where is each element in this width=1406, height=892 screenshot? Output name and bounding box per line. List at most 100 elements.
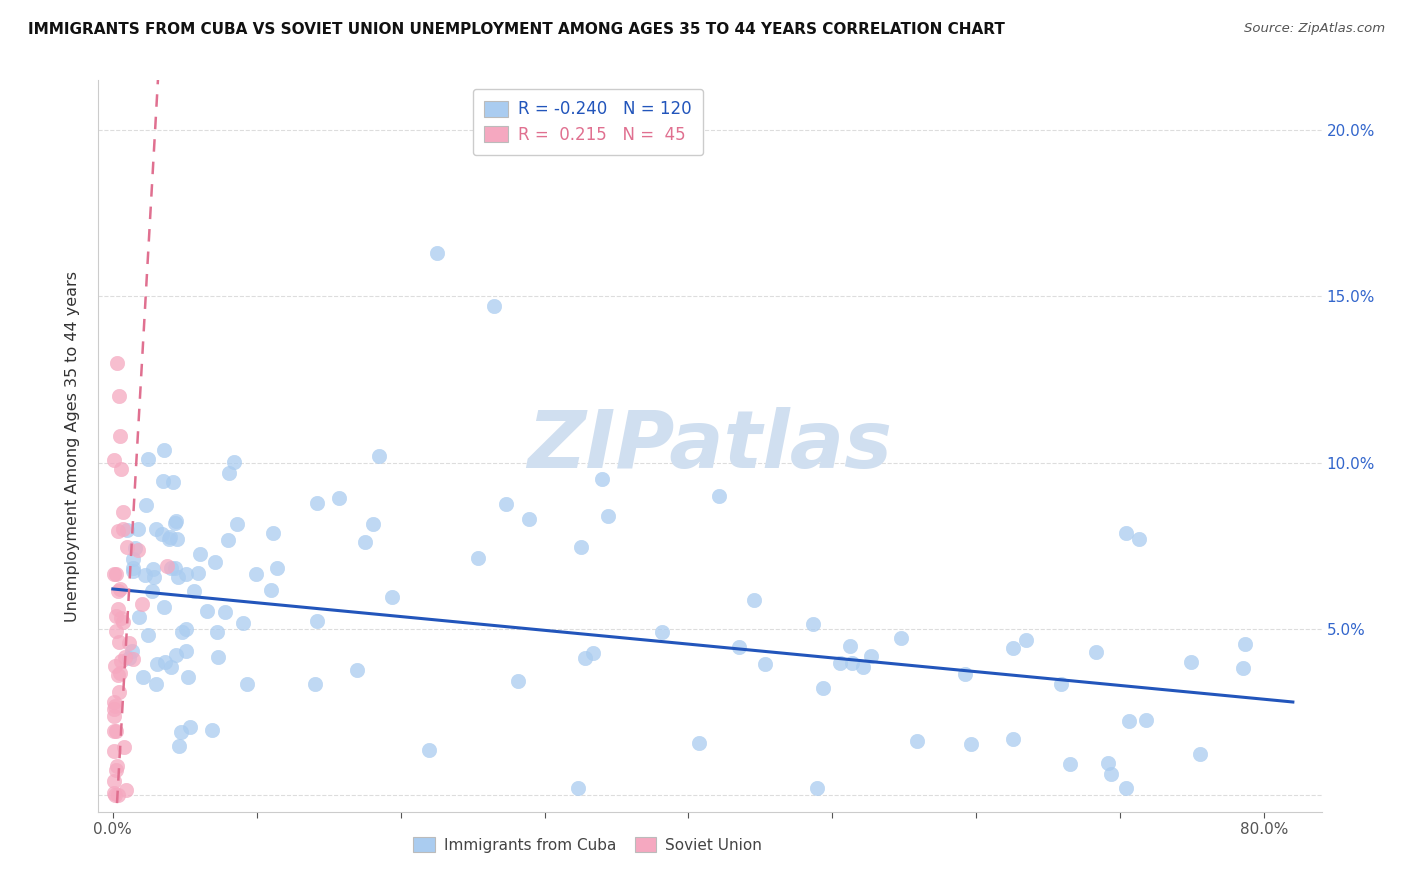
Y-axis label: Unemployment Among Ages 35 to 44 years: Unemployment Among Ages 35 to 44 years [65, 270, 80, 622]
Point [806, 781, 828, 796]
Point [118, 636, 141, 650]
Point [167, 739, 190, 753]
Point [179, 720, 201, 734]
Point [418, 742, 440, 756]
Point [105, 608, 128, 623]
Point [266, 561, 288, 575]
Point [1135, 713, 1157, 727]
Point [127, 543, 149, 558]
Point [122, 652, 145, 666]
Point [467, 550, 489, 565]
Point [138, 452, 160, 467]
Point [224, 455, 246, 469]
Point [127, 522, 149, 536]
Point [136, 628, 159, 642]
Point [105, 763, 128, 777]
Point [1189, 747, 1212, 762]
Point [108, 429, 131, 443]
Point [165, 648, 187, 662]
Point [1085, 645, 1108, 659]
Point [368, 449, 391, 463]
Point [103, 744, 125, 758]
Point [651, 624, 673, 639]
Point [143, 570, 166, 584]
Point [1015, 633, 1038, 648]
Point [598, 508, 620, 523]
Point [305, 496, 328, 510]
Point [105, 759, 128, 773]
Point [103, 709, 125, 723]
Point [124, 541, 146, 555]
Point [188, 547, 211, 561]
Point [860, 649, 883, 664]
Point [841, 656, 863, 670]
Point [170, 625, 193, 640]
Point [953, 666, 976, 681]
Point [245, 566, 267, 581]
Point [121, 644, 143, 658]
Point [890, 631, 912, 645]
Point [1001, 641, 1024, 656]
Point [103, 773, 125, 788]
Point [574, 651, 596, 665]
Point [174, 623, 197, 637]
Point [839, 639, 862, 653]
Point [1234, 637, 1257, 651]
Point [201, 723, 224, 737]
Point [569, 540, 592, 554]
Point [519, 512, 541, 526]
Point [495, 497, 517, 511]
Point [166, 532, 188, 546]
Point [183, 583, 205, 598]
Point [145, 676, 167, 690]
Point [135, 498, 157, 512]
Point [166, 569, 188, 583]
Point [112, 740, 135, 755]
Point [159, 659, 181, 673]
Point [174, 644, 197, 658]
Point [104, 566, 127, 581]
Point [262, 526, 284, 541]
Point [163, 516, 186, 530]
Point [905, 733, 928, 747]
Point [1115, 781, 1137, 796]
Point [169, 725, 191, 739]
Point [236, 677, 259, 691]
Point [1180, 655, 1202, 669]
Point [163, 561, 186, 575]
Point [174, 567, 197, 582]
Point [217, 533, 239, 547]
Point [1232, 661, 1254, 675]
Point [813, 681, 835, 695]
Point [160, 560, 183, 574]
Point [328, 491, 350, 505]
Point [104, 624, 127, 638]
Point [1118, 714, 1140, 728]
Point [353, 535, 375, 549]
Point [960, 737, 983, 751]
Point [707, 489, 730, 503]
Point [103, 695, 125, 709]
Point [132, 670, 155, 684]
Point [582, 646, 605, 660]
Point [1128, 533, 1150, 547]
Point [830, 656, 852, 670]
Point [1059, 756, 1081, 771]
Point [105, 356, 128, 370]
Point [307, 614, 329, 628]
Point [115, 540, 138, 554]
Point [153, 600, 176, 615]
Point [152, 475, 174, 489]
Point [103, 786, 125, 800]
Point [1099, 767, 1122, 781]
Text: Source: ZipAtlas.com: Source: ZipAtlas.com [1244, 22, 1385, 36]
Legend: Immigrants from Cuba, Soviet Union: Immigrants from Cuba, Soviet Union [408, 831, 768, 859]
Point [107, 788, 129, 802]
Point [103, 453, 125, 467]
Point [111, 522, 134, 536]
Point [207, 649, 229, 664]
Point [727, 640, 749, 655]
Point [121, 561, 143, 575]
Point [110, 462, 132, 476]
Point [153, 655, 176, 669]
